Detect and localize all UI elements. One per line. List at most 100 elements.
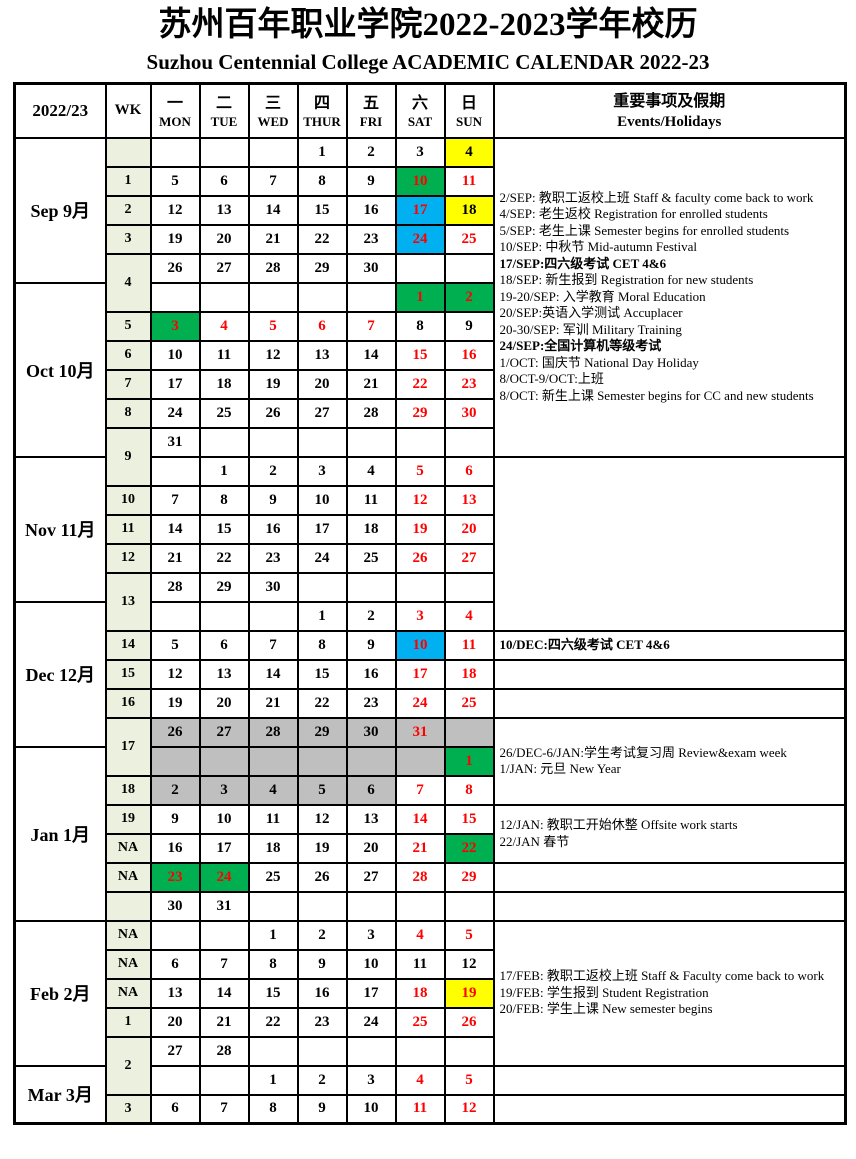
- day-cell: 5: [149, 165, 201, 197]
- day-cell-empty: [394, 1035, 446, 1067]
- day-cell: 9: [247, 484, 299, 516]
- calendar-row: 10 7 8 9 10 11 12 13: [15, 484, 846, 516]
- day-cell: 30: [345, 716, 397, 748]
- day-cell: 12: [443, 948, 495, 980]
- week-number: 16: [104, 687, 152, 719]
- day-cell-empty: [149, 1064, 201, 1096]
- day-header-mon-en: MON: [159, 113, 191, 129]
- day-cell: 21: [247, 687, 299, 719]
- day-cell: 3: [296, 455, 348, 487]
- events-cell-empty: [492, 1093, 847, 1125]
- event-line: 17/FEB: 教职工返校上班 Staff & Faculty come bac…: [499, 968, 825, 984]
- day-cell: 25: [443, 687, 495, 719]
- week-number: 9: [104, 426, 152, 487]
- day-cell: 17: [296, 513, 348, 545]
- event-line: 8/OCT: 新生上课 Semester begins for CC and n…: [499, 387, 814, 403]
- calendar-row: 6 10 11 12 13 14 15 16: [15, 339, 846, 371]
- calendar-row: Sep 9月 1 2 3 4 2/SEP: 教职工返校上班 Staff & faculty…: [13, 136, 847, 458]
- day-cell: 28: [345, 397, 397, 429]
- week-number: 11: [104, 513, 152, 545]
- day-cell: 10: [394, 165, 446, 197]
- day-cell-empty: [394, 426, 446, 458]
- day-cell: 4: [247, 774, 299, 806]
- month-label: Dec 12月: [13, 600, 107, 748]
- day-cell: 1: [394, 281, 446, 313]
- day-cell: 26: [296, 861, 348, 893]
- week-number: 19: [104, 803, 152, 835]
- page-subtitle: Suzhou Centennial College ACADEMIC CALEN…: [146, 50, 710, 74]
- day-cell: 29: [443, 861, 495, 893]
- calendar-row: 14 5 6 7 8 9 10 11 10/DEC:四六级考试 CET 4&6: [15, 629, 847, 661]
- day-cell: 11: [345, 484, 397, 516]
- calendar-row: Feb 2月 NA 1 2 3 4 5 17/FEB: 教职工返校上班 Staff & Fac…: [13, 919, 847, 1067]
- day-cell: 23: [149, 861, 201, 893]
- day-cell: 1: [296, 600, 348, 632]
- day-cell: 28: [198, 1035, 250, 1067]
- day-cell: 14: [345, 339, 397, 371]
- event-line: 8/OCT-9/OCT:上班: [499, 371, 604, 387]
- week-number-empty: [104, 890, 152, 922]
- week-number: NA: [104, 977, 152, 1009]
- events-cell: 10/DEC:四六级考试 CET 4&6: [492, 629, 847, 661]
- day-cell: 9: [345, 165, 397, 197]
- month-label: Nov 11月: [13, 455, 107, 603]
- event-line: 1/OCT: 国庆节 National Day Holiday: [499, 354, 699, 370]
- events-header: 重要事项及假期 Events/Holidays: [492, 82, 847, 139]
- week-number: 12: [104, 542, 152, 574]
- week-number: 2: [104, 1035, 152, 1096]
- day-cell: 3: [345, 1064, 397, 1096]
- day-cell: 23: [345, 687, 397, 719]
- day-cell-empty: [443, 716, 495, 748]
- day-header-mon: 一 MON: [149, 82, 201, 139]
- events-cell-empty: [492, 861, 847, 893]
- header-row: 2022/23 WK 一 MON 二 TUE 三 WED 四 THUR 五 FRI 六 SA…: [13, 82, 847, 139]
- week-number: NA: [104, 948, 152, 980]
- day-cell: 19: [296, 832, 348, 864]
- day-header-tue-en: TUE: [210, 113, 238, 129]
- day-cell: 27: [198, 252, 250, 284]
- day-cell-empty: [443, 426, 495, 458]
- day-cell-empty: [296, 1035, 348, 1067]
- day-cell: 7: [394, 774, 446, 806]
- day-cell-empty: [345, 571, 397, 603]
- day-cell: 22: [443, 832, 495, 864]
- events-cell-empty: [492, 1064, 847, 1096]
- day-cell: 17: [394, 658, 446, 690]
- event-line: 19/FEB: 学生报到 Student Registration: [499, 984, 709, 1000]
- day-cell-empty: [149, 600, 201, 632]
- day-cell: 2: [149, 774, 201, 806]
- day-cell: 24: [198, 861, 250, 893]
- calendar-row: NA 23 24 25 26 27 28 29: [15, 861, 847, 893]
- day-cell-empty: [296, 281, 348, 313]
- day-cell: 25: [247, 861, 299, 893]
- day-cell: 20: [296, 368, 348, 400]
- week-number: 17: [104, 716, 152, 777]
- week-number: 15: [104, 658, 152, 690]
- day-cell: 27: [149, 1035, 201, 1067]
- day-header-wed: 三 WED: [247, 82, 299, 139]
- event-line: 22/JAN 春节: [499, 833, 570, 849]
- day-cell: 5: [443, 1064, 495, 1096]
- day-cell: 12: [296, 803, 348, 835]
- calendar-row: 1 20 21 22 23 24 25 26: [15, 1006, 846, 1038]
- day-cell-empty: [247, 136, 299, 168]
- day-cell: 19: [149, 687, 201, 719]
- day-cell-empty: [247, 1035, 299, 1067]
- events-cell-empty: [492, 455, 847, 632]
- day-cell: 8: [247, 1093, 299, 1125]
- day-cell: 15: [394, 339, 446, 371]
- day-cell: 16: [345, 194, 397, 226]
- day-cell: 2: [443, 281, 495, 313]
- events-cell: 2/SEP: 教职工返校上班 Staff & faculty come back…: [492, 136, 847, 458]
- day-cell-empty: [296, 426, 348, 458]
- calendar-row: Mar 3月 1 2 3 4 5: [13, 1064, 847, 1125]
- day-cell: 31: [394, 716, 446, 748]
- day-header-mon-zh: 一: [166, 94, 183, 112]
- calendar-row: Dec 12月 1 2 3 4: [13, 600, 846, 748]
- day-cell-empty: [345, 890, 397, 922]
- week-number: 5: [104, 310, 152, 342]
- day-cell: 14: [198, 977, 250, 1009]
- day-cell: 4: [394, 1064, 446, 1096]
- week-number: NA: [104, 832, 152, 864]
